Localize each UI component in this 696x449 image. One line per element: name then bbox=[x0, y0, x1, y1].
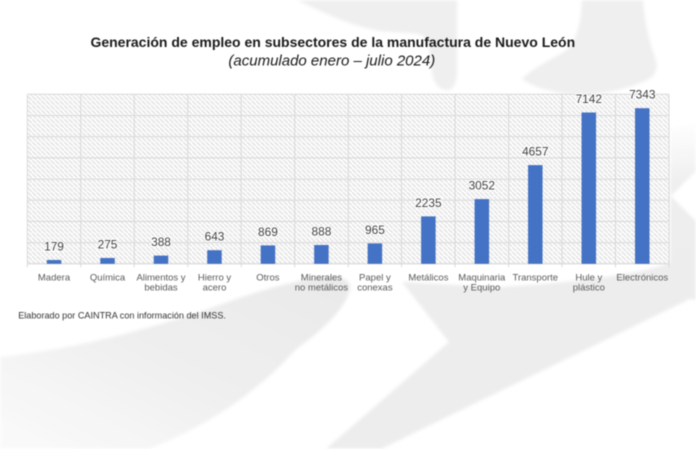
svg-text:Metálicos: Metálicos bbox=[408, 272, 448, 283]
svg-text:Alimentos y: Alimentos y bbox=[136, 272, 185, 283]
svg-text:Madera: Madera bbox=[38, 272, 71, 283]
svg-text:Maquinaria: Maquinaria bbox=[458, 272, 506, 283]
svg-text:Papel y: Papel y bbox=[359, 272, 391, 283]
svg-text:965: 965 bbox=[365, 223, 385, 237]
svg-text:y Equipo: y Equipo bbox=[463, 283, 500, 294]
svg-text:Hierro y: Hierro y bbox=[198, 272, 232, 283]
svg-text:179: 179 bbox=[44, 239, 64, 253]
svg-text:Elaborado por CAINTRA con info: Elaborado por CAINTRA con información de… bbox=[18, 311, 226, 321]
svg-text:7142: 7142 bbox=[576, 92, 603, 106]
svg-text:3052: 3052 bbox=[469, 179, 496, 193]
svg-text:Hule y: Hule y bbox=[575, 272, 602, 283]
svg-text:Transporte: Transporte bbox=[513, 272, 559, 283]
svg-text:888: 888 bbox=[311, 224, 331, 238]
svg-text:no metálicos: no metálicos bbox=[295, 283, 349, 294]
svg-text:7343: 7343 bbox=[629, 88, 656, 102]
svg-text:bebidas: bebidas bbox=[144, 283, 178, 294]
svg-text:Generación de empleo en subsec: Generación de empleo en subsectores de l… bbox=[90, 34, 575, 50]
svg-text:Química: Química bbox=[90, 272, 126, 283]
svg-text:conexas: conexas bbox=[357, 283, 393, 294]
svg-text:388: 388 bbox=[151, 235, 171, 249]
svg-text:275: 275 bbox=[98, 237, 118, 251]
svg-text:Minerales: Minerales bbox=[301, 272, 342, 283]
svg-text:4657: 4657 bbox=[522, 145, 549, 159]
svg-text:Electrónicos: Electrónicos bbox=[616, 272, 668, 283]
svg-text:2235: 2235 bbox=[415, 196, 442, 210]
svg-text:Otros: Otros bbox=[256, 272, 279, 283]
svg-text:acero: acero bbox=[203, 283, 227, 294]
svg-text:643: 643 bbox=[205, 230, 225, 244]
svg-text:869: 869 bbox=[258, 225, 278, 239]
svg-text:plástico: plástico bbox=[573, 283, 605, 294]
svg-text:(acumulado enero – julio 2024): (acumulado enero – julio 2024) bbox=[228, 53, 435, 70]
